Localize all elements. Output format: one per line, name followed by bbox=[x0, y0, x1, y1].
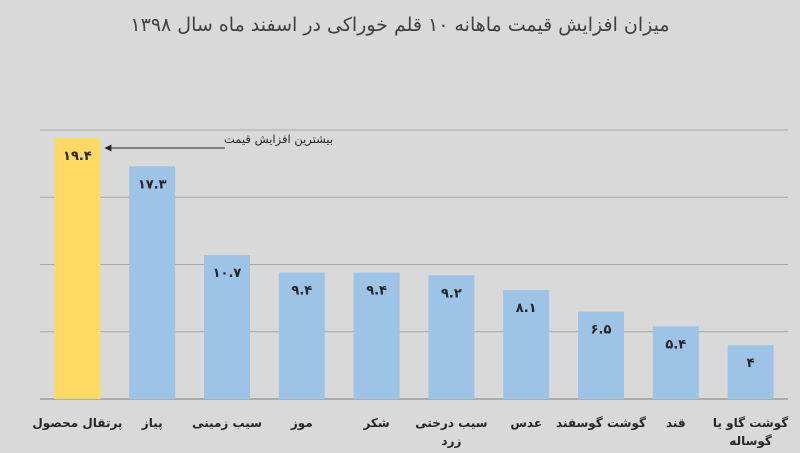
data-label: ۶.۵ bbox=[591, 323, 612, 338]
annotation-label: بیشترین افزایش قیمت bbox=[224, 132, 333, 147]
data-label: ۱۹.۴ bbox=[63, 149, 92, 164]
category-label: پرتقال محصول bbox=[32, 416, 122, 431]
data-label: ۹.۴ bbox=[366, 284, 387, 299]
category-label: گوشت گوسفند bbox=[556, 416, 646, 431]
bar bbox=[428, 275, 475, 399]
data-label: ۵.۴ bbox=[665, 337, 686, 352]
category-label: سیب درختی bbox=[415, 416, 487, 430]
category-label: گوساله bbox=[729, 434, 772, 449]
category-label: شکر bbox=[362, 416, 389, 430]
bar bbox=[129, 166, 176, 399]
category-labels: پرتقال محصول پیاز سیب زمینی موز شکر سیب درختی… bbox=[32, 416, 788, 449]
category-label: پیاز bbox=[141, 416, 163, 430]
data-label: ۱۷.۳ bbox=[138, 177, 167, 192]
bar bbox=[278, 272, 325, 399]
bar bbox=[727, 345, 774, 399]
category-label: سیب زمینی bbox=[192, 416, 262, 430]
data-label: ۴ bbox=[747, 356, 755, 371]
bar bbox=[54, 138, 101, 399]
category-label: زرد bbox=[441, 434, 461, 448]
category-label: قند bbox=[666, 416, 686, 430]
bar bbox=[578, 311, 624, 399]
annotation: بیشترین افزایش قیمت bbox=[104, 132, 333, 152]
category-label: گوشت گاو یا bbox=[713, 416, 788, 431]
bars bbox=[54, 138, 774, 399]
bar bbox=[652, 326, 699, 399]
bar bbox=[353, 272, 400, 399]
category-label: موز bbox=[290, 416, 313, 431]
data-label: ۹.۴ bbox=[291, 284, 312, 299]
category-label: عدس bbox=[510, 416, 542, 430]
data-label: ۹.۲ bbox=[441, 286, 462, 301]
annotation-arrowhead bbox=[104, 144, 112, 152]
chart-title: میزان افزایش قیمت ماهانه ۱۰ قلم خوراکی د… bbox=[130, 14, 669, 36]
bar bbox=[204, 255, 250, 399]
data-label: ۸.۱ bbox=[516, 301, 537, 316]
bar bbox=[503, 290, 550, 399]
data-labels: ۱۹.۴ ۱۷.۳ ۱۰.۷ ۹.۴ ۹.۴ ۹.۲ ۸.۱ ۶.۵ ۵.۴ ۴ bbox=[63, 149, 755, 371]
data-label: ۱۰.۷ bbox=[213, 266, 242, 281]
